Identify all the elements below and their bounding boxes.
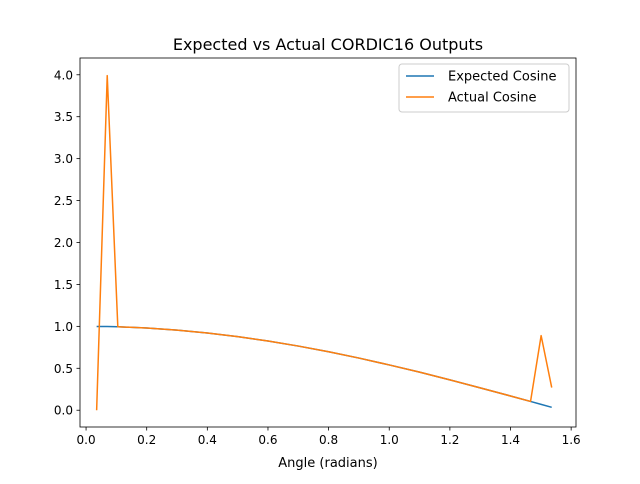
series-line-actual-cosine — [95, 74, 553, 411]
x-tick-label: 1.0 — [380, 433, 399, 447]
x-axis-ticks: 0.0 0.2 0.4 0.6 0.8 1.0 1.2 1.4 1.6 — [77, 427, 581, 447]
y-tick-label: 2.5 — [54, 194, 73, 208]
y-tick-label: 1.0 — [54, 320, 73, 334]
x-tick-label: 0.2 — [137, 433, 156, 447]
x-tick-label: 0.8 — [319, 433, 338, 447]
chart-title: Expected vs Actual CORDIC16 Outputs — [173, 35, 483, 54]
legend-label-expected-cosine: Expected Cosine — [448, 70, 556, 85]
y-tick-label: 4.0 — [54, 68, 73, 82]
y-tick-label: 2.0 — [54, 236, 73, 250]
x-axis-label: Angle (radians) — [278, 456, 377, 471]
x-tick-label: 1.6 — [562, 433, 581, 447]
x-tick-label: 0.0 — [77, 433, 96, 447]
y-tick-label: 0.5 — [54, 362, 73, 376]
x-tick-label: 1.4 — [501, 433, 520, 447]
legend-box — [398, 63, 570, 113]
plot-lines — [95, 74, 553, 411]
legend: Expected Cosine Actual Cosine — [398, 63, 570, 113]
x-tick-label: 0.6 — [258, 433, 277, 447]
y-tick-label: 0.0 — [54, 404, 73, 418]
y-tick-label: 1.5 — [54, 278, 73, 292]
y-tick-label: 3.5 — [54, 110, 73, 124]
legend-label-actual-cosine: Actual Cosine — [448, 91, 537, 106]
y-tick-label: 3.0 — [54, 152, 73, 166]
x-tick-label: 0.4 — [198, 433, 217, 447]
y-axis-ticks: 0.0 0.5 1.0 1.5 2.0 2.5 3.0 3.5 4.0 — [54, 68, 80, 418]
x-tick-label: 1.2 — [440, 433, 459, 447]
